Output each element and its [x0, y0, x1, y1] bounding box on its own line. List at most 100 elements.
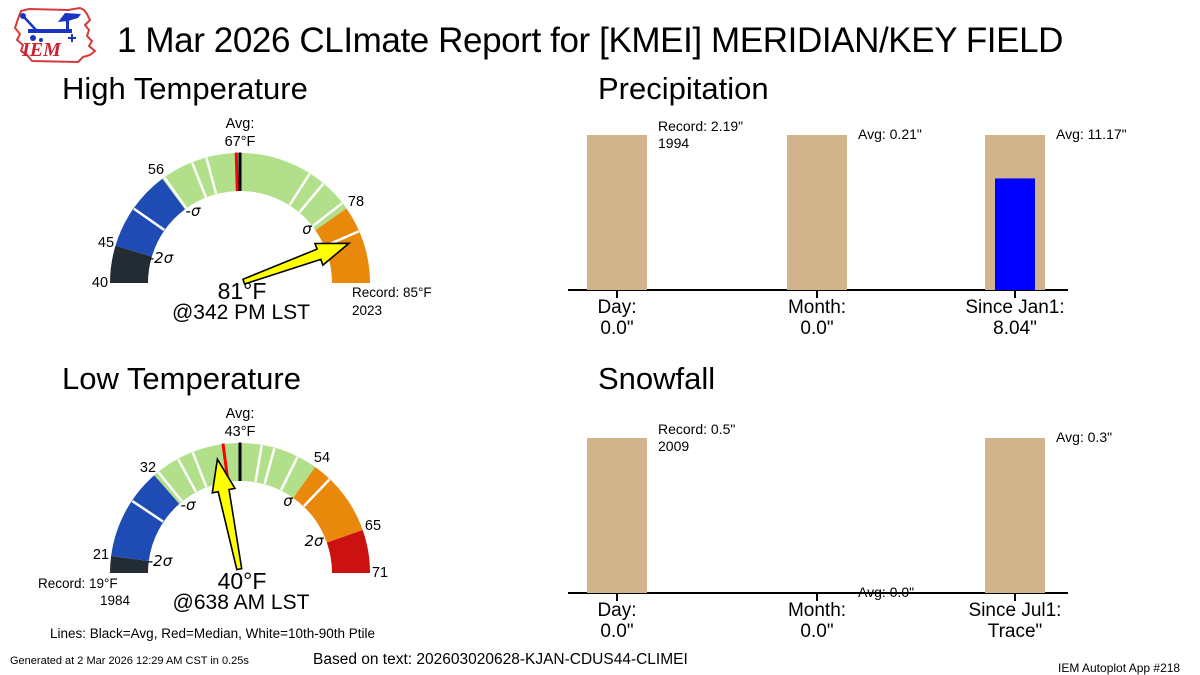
gauge-scale-label: 71 — [371, 565, 389, 581]
bar-category-name: Since Jan1: — [965, 297, 1065, 318]
percentile-tick — [157, 471, 183, 502]
bar-category-label: Month: 0.0" — [788, 297, 846, 339]
bar-annotation: Avg: 0.0" — [858, 584, 914, 602]
gauge-segment — [326, 530, 370, 573]
gauge-scale-label: 65 — [364, 518, 382, 534]
gauge-segment — [293, 466, 363, 543]
gauge-sigma-label: -σ — [180, 496, 196, 514]
gauge-sigma-label: -σ — [185, 202, 201, 220]
percentile-tick — [133, 207, 165, 231]
bar-category-name: Month: — [787, 600, 847, 621]
percentile-tick — [191, 451, 208, 488]
gauge-high-value: 81°F — [217, 278, 267, 304]
bar-category-label: Month: 0.0" — [788, 600, 846, 642]
percentile-tick — [205, 157, 218, 194]
section-title-snowfall: Snowfall — [598, 361, 716, 396]
bar-annotation-line: Avg: 0.3" — [1056, 429, 1113, 446]
gauge-low-temperature — [109, 442, 370, 573]
bar-annotation-line: Avg: 0.0" — [858, 584, 915, 601]
gauge-segment — [111, 475, 180, 561]
reference-bar — [587, 135, 647, 290]
gauge-low-avg-line2: 43°F — [224, 424, 256, 440]
bar-annotation-line: 2009 — [658, 438, 690, 454]
section-title-precipitation: Precipitation — [598, 71, 769, 106]
percentile-tick — [312, 202, 343, 228]
bar-annotation-line: Record: 2.19" — [658, 117, 744, 134]
gauge-scale-label: 40 — [91, 275, 109, 291]
bar-category-name: Day: — [597, 600, 637, 621]
percentile-tick — [279, 456, 299, 491]
gauge-segment — [109, 556, 149, 573]
gauge-low-time: @638 AM LST — [172, 591, 310, 614]
gauge-low-record-line1: Record: 19°F — [38, 576, 118, 591]
percentile-tick — [131, 500, 164, 523]
bar-observed-value: 8.04" — [993, 318, 1037, 339]
bar-category-name: Month: — [787, 297, 847, 318]
percentile-tick — [303, 478, 331, 508]
precipitation-bars — [568, 135, 1068, 298]
bar-annotation-line: Record: 0.5" — [658, 420, 736, 437]
logo-iem-text: IEM — [21, 39, 62, 61]
bar-observed-value: 0.0" — [800, 318, 834, 339]
weather-vane-icon — [20, 13, 81, 42]
percentile-tick — [177, 458, 197, 493]
gauge-segment — [110, 245, 152, 283]
gauge-needle — [211, 456, 243, 571]
gauge-sigma-label: -2σ — [147, 552, 173, 570]
gauge-low-value: 40°F — [217, 568, 267, 594]
gauge-scale-label: 54 — [313, 450, 331, 466]
iem-logo: IEM — [14, 7, 96, 63]
gauge-sigma-label: σ — [302, 220, 312, 238]
gauge-high-temperature — [110, 152, 370, 285]
page-title: 1 Mar 2026 CLImate Report for [KMEI] MER… — [117, 21, 1064, 60]
bar-annotation-line: 1994 — [658, 135, 690, 151]
bar-observed-value: 0.0" — [600, 318, 634, 339]
bar-annotation: Avg: 0.21" — [858, 126, 922, 144]
snowfall-bars — [568, 438, 1068, 601]
percentile-tick — [191, 162, 208, 198]
bar-category-label: Day: 0.0" — [597, 600, 636, 642]
gauge-low-avg-block: Avg: 43°F — [225, 405, 256, 441]
gauge-high-avg-line2: 67°F — [224, 134, 256, 150]
gauge-sigma-label: σ — [283, 492, 293, 510]
gauge-sigma-label: -2σ — [148, 249, 174, 267]
bar-category-label: Since Jul1: Trace" — [969, 600, 1062, 642]
gauge-high-avg-line1: Avg: — [225, 116, 255, 132]
gauge-high-record-line1: Record: 85°F — [352, 285, 432, 300]
bar-category-name: Day: — [597, 297, 637, 318]
reference-bar — [985, 438, 1045, 593]
legend-caption: Lines: Black=Avg, Red=Median, White=10th… — [50, 626, 376, 641]
percentile-tick — [263, 447, 276, 485]
gauge-needle — [241, 242, 352, 285]
reference-bar — [587, 438, 647, 593]
bar-annotation: Record: 2.19" 1994 — [658, 118, 743, 153]
observed-bar — [995, 178, 1035, 290]
gauge-scale-label: 78 — [347, 194, 365, 210]
gauge-high-record-line2: 2023 — [352, 302, 383, 318]
gauge-high-record-block: Record: 85°F 2023 — [352, 284, 432, 319]
footer-based-on-text: Based on text: 202603020628-KJAN-CDUS44-… — [313, 651, 688, 668]
bar-category-label: Since Jan1: 8.04" — [965, 297, 1064, 339]
footer-app-credit: IEM Autoplot App #218 — [1058, 661, 1181, 675]
percentile-tick — [163, 177, 188, 209]
bar-category-label: Day: 0.0" — [597, 297, 636, 339]
bar-category-name: Since Jul1: — [968, 600, 1062, 621]
bar-annotation: Avg: 0.3" — [1056, 429, 1112, 447]
reference-bar — [787, 135, 847, 290]
bar-observed-value: Trace" — [987, 621, 1043, 642]
bar-annotation-line: Avg: 0.21" — [858, 126, 922, 143]
percentile-tick — [288, 173, 311, 206]
median-line — [234, 152, 239, 192]
footer-generated-at: Generated at 2 Mar 2026 12:29 AM CST in … — [10, 655, 249, 667]
gauge-scale-label: 45 — [97, 235, 115, 251]
section-title-high-temperature: High Temperature — [62, 71, 308, 106]
percentile-tick — [254, 445, 263, 483]
gauge-segment — [115, 178, 186, 257]
gauge-scale-label: 56 — [147, 162, 165, 178]
gauge-sigma-label: 2σ — [304, 532, 324, 550]
bar-observed-value: 0.0" — [800, 621, 834, 642]
gauge-high-avg-block: Avg: 67°F — [225, 115, 256, 151]
gauge-low-avg-line1: Avg: — [225, 406, 255, 422]
